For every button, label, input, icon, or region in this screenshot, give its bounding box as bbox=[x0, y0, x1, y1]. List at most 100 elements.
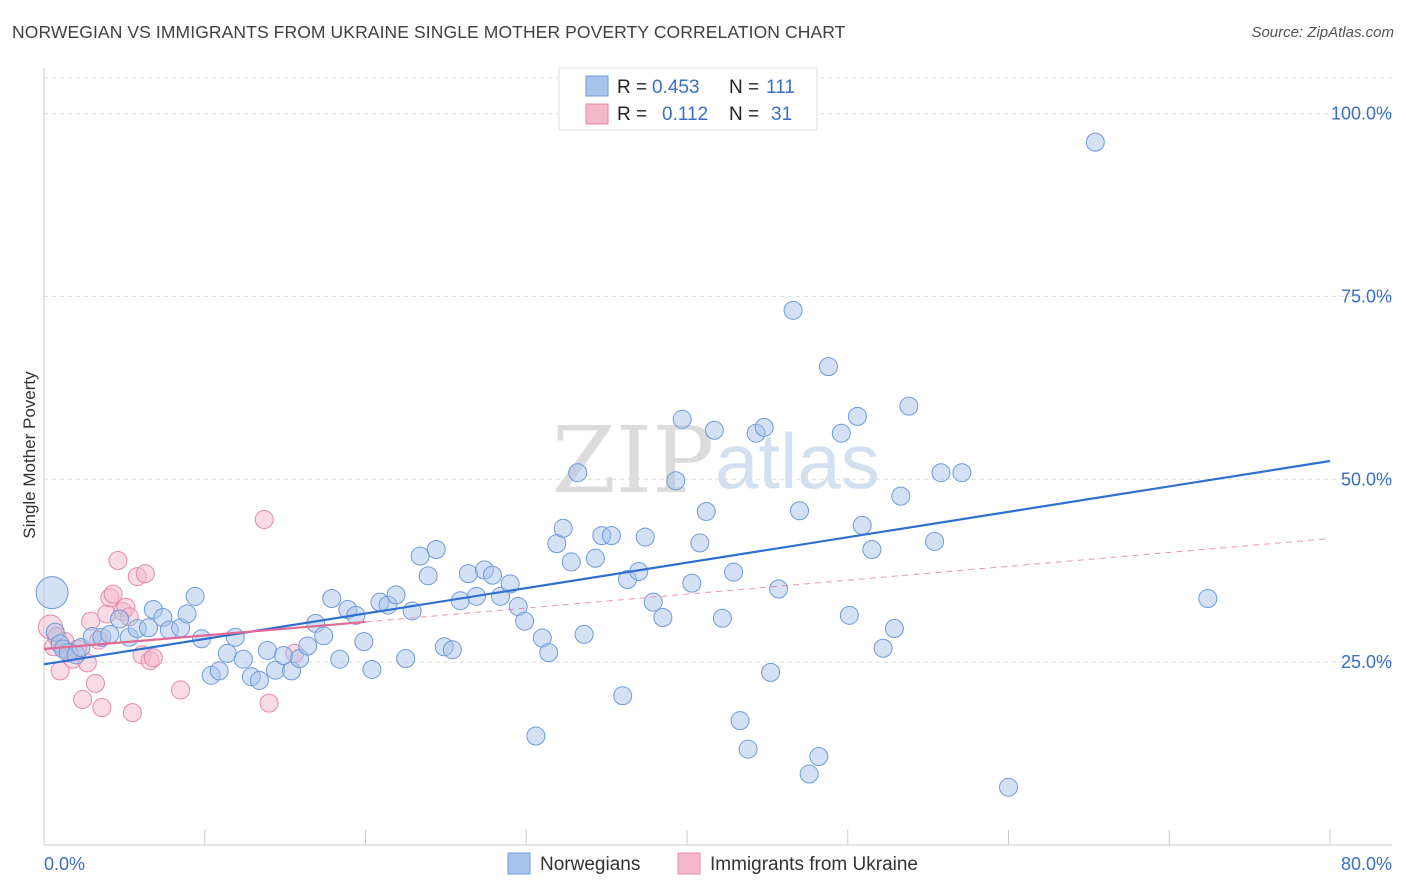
data-point bbox=[177, 604, 197, 624]
data-point bbox=[92, 697, 112, 717]
data-point bbox=[138, 618, 158, 638]
data-point bbox=[298, 636, 318, 656]
data-point bbox=[500, 574, 520, 594]
data-point bbox=[233, 649, 253, 669]
data-point bbox=[386, 585, 406, 605]
data-point bbox=[738, 739, 758, 759]
data-point bbox=[396, 648, 416, 668]
legend-r-label-2: R = bbox=[617, 104, 647, 125]
data-point bbox=[799, 764, 819, 784]
bottom-legend-swatch-ukraine bbox=[677, 852, 701, 875]
data-point bbox=[839, 605, 859, 625]
data-point bbox=[217, 643, 237, 663]
data-point bbox=[952, 463, 972, 483]
data-point bbox=[712, 608, 732, 628]
y-tick-label: 25.0% bbox=[1341, 652, 1392, 672]
watermark-atlas: atlas bbox=[715, 417, 880, 505]
data-point bbox=[790, 501, 810, 521]
data-point bbox=[643, 592, 663, 612]
data-point bbox=[35, 576, 69, 610]
data-point bbox=[884, 618, 904, 638]
data-point bbox=[1085, 132, 1105, 152]
data-point bbox=[410, 546, 430, 566]
data-point bbox=[249, 670, 269, 690]
data-point bbox=[330, 649, 350, 669]
legend-r-value-2: 0.112 bbox=[662, 104, 708, 125]
data-point bbox=[143, 648, 163, 668]
data-point bbox=[847, 406, 867, 426]
data-point bbox=[1198, 589, 1218, 609]
data-point bbox=[259, 693, 279, 713]
legend-swatch-norwegians bbox=[585, 75, 609, 97]
source-label: Source: ZipAtlas.com bbox=[1251, 24, 1394, 41]
data-point bbox=[925, 531, 945, 551]
data-point bbox=[999, 777, 1018, 797]
data-point bbox=[769, 579, 789, 599]
data-point bbox=[899, 396, 919, 416]
data-point bbox=[852, 515, 872, 535]
data-point bbox=[831, 423, 851, 443]
data-point bbox=[171, 680, 191, 700]
data-point bbox=[690, 533, 710, 553]
legend-r-label-1: R = bbox=[617, 77, 647, 98]
data-point bbox=[110, 609, 130, 629]
data-point bbox=[931, 463, 951, 483]
data-point bbox=[783, 300, 803, 320]
legend-n-value-1: 111 bbox=[766, 77, 795, 98]
data-point bbox=[561, 552, 581, 572]
data-point bbox=[553, 518, 573, 538]
data-point bbox=[209, 661, 229, 681]
data-point bbox=[108, 550, 128, 570]
data-point bbox=[613, 686, 633, 706]
data-point bbox=[696, 501, 716, 521]
series-legend: Norwegians Immigrants from Ukraine bbox=[507, 852, 918, 875]
y-tick-label: 100.0% bbox=[1331, 104, 1392, 124]
data-point bbox=[458, 564, 478, 584]
gridlines bbox=[44, 77, 1392, 663]
data-point bbox=[585, 548, 605, 568]
y-axis-title: Single Mother Poverty bbox=[20, 371, 39, 539]
data-point bbox=[362, 659, 382, 679]
data-point bbox=[122, 703, 142, 723]
x-tick-label-min: 0.0% bbox=[44, 854, 85, 874]
data-point bbox=[761, 662, 781, 682]
bottom-legend-swatch-norwegians bbox=[507, 852, 531, 875]
data-point bbox=[891, 486, 911, 506]
legend-n-label-2: N = bbox=[729, 104, 759, 125]
data-point bbox=[818, 357, 838, 377]
data-point bbox=[526, 726, 546, 746]
stats-legend: R = 0.453 N = 111 R = 0.112 N = 31 bbox=[558, 67, 818, 131]
y-tick-labels: 25.0% 50.0% 75.0% 100.0% bbox=[1331, 104, 1392, 673]
legend-swatch-ukraine bbox=[585, 103, 609, 125]
data-point bbox=[322, 589, 342, 609]
x-axis-ticks bbox=[204, 830, 1331, 845]
data-point bbox=[354, 632, 374, 652]
data-point bbox=[442, 640, 462, 660]
data-point bbox=[539, 643, 559, 663]
bottom-legend-label-ukraine: Immigrants from Ukraine bbox=[710, 854, 918, 875]
data-point bbox=[85, 673, 105, 693]
y-tick-label: 50.0% bbox=[1341, 469, 1392, 489]
data-point bbox=[682, 573, 702, 593]
y-tick-label: 75.0% bbox=[1341, 286, 1392, 306]
trend-lines bbox=[43, 459, 1331, 666]
data-point bbox=[809, 746, 829, 766]
data-point bbox=[314, 626, 334, 646]
data-point bbox=[724, 562, 744, 582]
data-point bbox=[730, 711, 750, 731]
data-point bbox=[653, 608, 673, 628]
data-point bbox=[672, 409, 692, 429]
data-point bbox=[450, 591, 470, 611]
data-point bbox=[574, 624, 594, 644]
data-point bbox=[257, 640, 277, 660]
data-point bbox=[666, 471, 686, 491]
data-point bbox=[185, 586, 205, 606]
data-point bbox=[568, 463, 588, 483]
x-tick-label-max: 80.0% bbox=[1341, 854, 1392, 874]
data-point bbox=[635, 527, 655, 547]
bottom-legend-label-norwegians: Norwegians bbox=[540, 854, 640, 875]
legend-n-value-2: 31 bbox=[771, 104, 792, 125]
data-point bbox=[601, 526, 621, 546]
legend-n-label-1: N = bbox=[729, 77, 759, 98]
